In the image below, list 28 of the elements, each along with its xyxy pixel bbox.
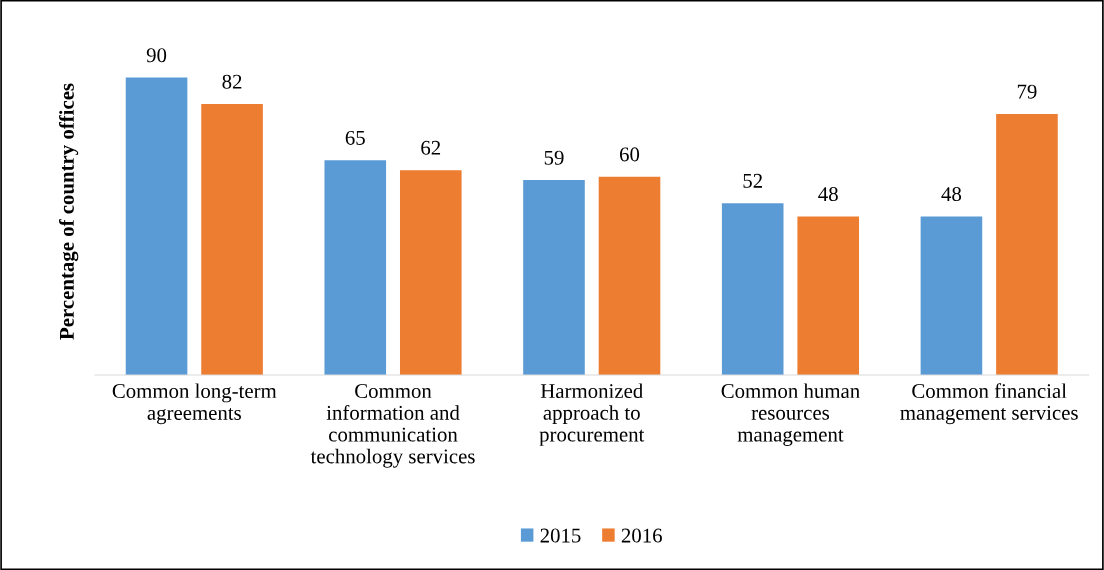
bar (399, 170, 462, 376)
data-label: 48 (818, 187, 838, 202)
bar (523, 180, 585, 376)
data-label: 65 (345, 130, 365, 145)
data-label: 79 (1017, 84, 1037, 99)
bar (920, 216, 983, 376)
data-label: 82 (222, 74, 242, 89)
bar (797, 216, 860, 376)
data-label: 60 (619, 147, 640, 162)
data-label: 48 (941, 187, 962, 202)
data-label: 62 (421, 140, 441, 155)
bar (996, 113, 1058, 376)
data-label: 59 (544, 150, 564, 165)
x-tick-label: Harmonized approach to procurement (539, 383, 645, 446)
bar (598, 176, 661, 376)
y-axis-title: Percentage of country offices (59, 83, 79, 340)
x-tick-label: Common long-term agreements (112, 383, 277, 425)
data-label: 52 (743, 173, 762, 188)
bar (125, 77, 188, 376)
bar (721, 203, 784, 376)
x-tick-label: Common financial management services (900, 383, 1078, 425)
legend-label: 2016 (621, 528, 662, 543)
x-tick-label: Common human resources management (721, 383, 860, 446)
x-tick-label: Common information and communication technology services (310, 384, 475, 468)
legend-label: 2015 (540, 528, 581, 543)
bar (201, 104, 263, 376)
bar (324, 160, 387, 376)
data-label: 90 (146, 48, 167, 63)
